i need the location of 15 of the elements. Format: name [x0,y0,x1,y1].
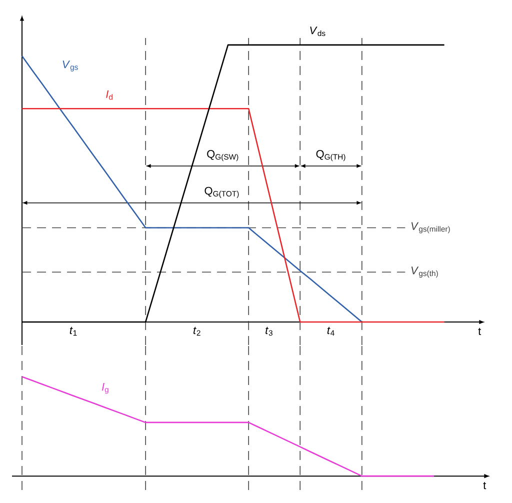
series-label: I$_{g}$ [102,382,108,394]
x-axis-title: t [483,482,486,490]
annotation: Q$_{G(TH)}$ [316,150,346,162]
x-tick-label: t$_{1}$ [70,326,77,336]
series-label: V$_{ds}$ [310,26,326,36]
annotation: Q$_{G(SW)}$ [207,150,238,162]
text: V$_{gs}$ [62,60,78,72]
ref-line-label: V$_{gs(th)}$ [411,266,438,278]
x-tick-label: t$_{3}$ [266,326,272,336]
series-label: I$_{d}$ [106,90,112,100]
x-tick-label: t$_{4}$ [327,326,334,336]
annotation: Q$_{G(TOT)}$ [204,186,239,198]
x-tick-label: t$_{2}$ [193,326,200,336]
x-axis-title: t [478,328,482,336]
ref-line-label: V$_{gs(miller)}$ [411,222,450,234]
